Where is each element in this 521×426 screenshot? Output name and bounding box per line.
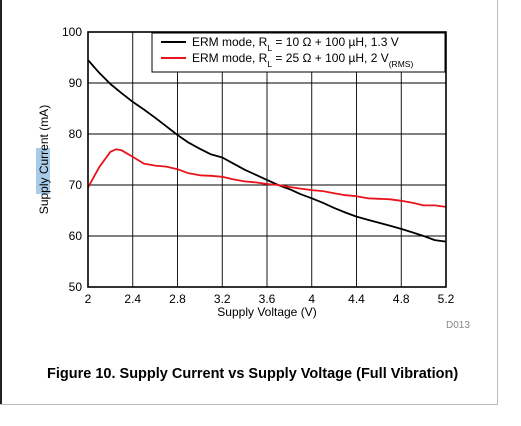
x-tick-label: 4.4 <box>348 292 365 306</box>
x-axis-tick-labels: 2 2.4 2.8 3.2 3.6 4 4.4 4.8 5.2 <box>85 292 455 306</box>
line-chart: 2 2.4 2.8 3.2 3.6 4 4.4 4.8 5.2 50 60 70 80 90 100 Su… <box>36 25 455 319</box>
legend-entry: ERM mode, RL = 25 Ω + 100 µH, 2 V(RMS) <box>192 51 413 69</box>
y-axis-label: Supply Current (mA) <box>36 105 51 214</box>
x-tick-label: 4.8 <box>393 292 410 306</box>
x-axis-label: Supply Voltage (V) <box>217 305 316 319</box>
y-axis-tick-labels: 50 60 70 80 90 100 <box>62 25 82 294</box>
y-axis-label-highlight <box>36 148 50 194</box>
y-tick-label: 100 <box>62 25 82 39</box>
y-tick-label: 50 <box>69 280 83 294</box>
y-tick-label: 80 <box>69 127 83 141</box>
series-line-erm-25ohm <box>87 148 447 208</box>
x-tick-label: 2.4 <box>124 292 141 306</box>
x-tick-label: 4 <box>308 292 315 306</box>
series-line-erm-10ohm <box>87 59 447 243</box>
svg-text:Supply Current (mA): Supply Current (mA) <box>37 105 51 214</box>
x-tick-label: 2.8 <box>169 292 186 306</box>
frame-left-border <box>0 0 2 405</box>
y-axis-label-part-3: (mA) <box>37 105 51 134</box>
frame-bottom-border <box>0 404 497 405</box>
x-tick-label: 3.2 <box>214 292 231 306</box>
figure-caption: Figure 10. Supply Current vs Supply Volt… <box>47 366 459 382</box>
x-tick-label: 3.6 <box>259 292 276 306</box>
y-axis-label-part-1: Supply <box>37 174 51 214</box>
legend-entry: ERM mode, RL = 10 Ω + 100 µH, 1.3 V <box>192 35 399 53</box>
y-axis-label-part-2: Current <box>37 133 51 174</box>
x-tick-label: 5.2 <box>438 292 455 306</box>
y-tick-label: 90 <box>69 76 83 90</box>
chart-series <box>87 59 447 243</box>
y-tick-label: 70 <box>69 178 83 192</box>
legend-box <box>151 32 446 73</box>
x-tick-label: 2 <box>85 292 92 306</box>
plot-area-border <box>87 31 447 288</box>
frame-right-border <box>497 0 498 405</box>
chart-code: D013 <box>446 320 470 331</box>
y-tick-label: 60 <box>69 229 83 243</box>
